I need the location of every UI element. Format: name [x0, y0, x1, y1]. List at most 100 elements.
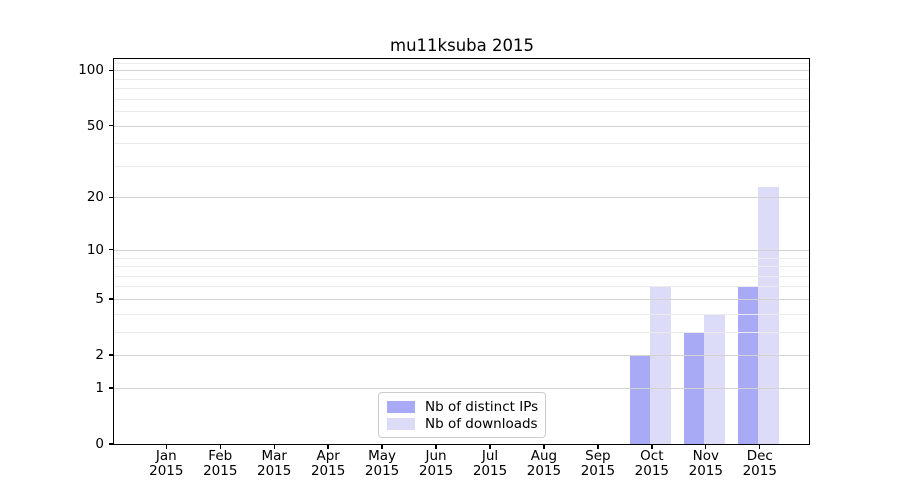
x-tick-month: Nov [692, 448, 719, 464]
grid-line-minor [114, 286, 809, 288]
x-tick-month: Apr [316, 448, 340, 464]
bar-downloads-nov [704, 313, 725, 444]
plot-area: Nb of distinct IPs Nb of downloads [113, 58, 810, 445]
grid-line-major [114, 125, 809, 127]
legend-label-downloads: Nb of downloads [425, 415, 538, 432]
grid-line-minor [114, 78, 809, 80]
y-tick-mark [109, 196, 114, 199]
x-tick-mark [597, 445, 599, 449]
x-tick-mark [435, 445, 437, 449]
x-tick-mark [489, 445, 491, 449]
legend-item-distinct-ips: Nb of distinct IPs [387, 398, 539, 415]
x-axis-tick-label: Oct 2015 [612, 449, 692, 478]
x-tick-mark [651, 445, 653, 449]
legend-swatch-distinct-ips [387, 400, 415, 413]
grid-line-minor [114, 257, 809, 259]
bar-distinct-ips-nov [683, 331, 705, 444]
y-axis-tick-label: 50 [86, 117, 104, 134]
x-tick-mark [273, 445, 275, 449]
x-axis-tick-label: Nov 2015 [666, 449, 746, 478]
x-axis-tick-label: Aug 2015 [504, 449, 584, 478]
x-tick-year: 2015 [203, 462, 238, 479]
y-axis-tick-label: 100 [78, 62, 104, 79]
x-axis-tick-label: May 2015 [342, 449, 422, 478]
x-tick-mark [759, 445, 761, 449]
x-tick-month: Jul [481, 448, 499, 464]
grid-line-major [114, 70, 809, 72]
x-axis-tick-label: Jun 2015 [396, 449, 476, 478]
y-tick-mark [109, 124, 114, 127]
x-tick-year: 2015 [257, 462, 292, 479]
bar-downloads-dec [758, 186, 779, 444]
chart-title: mu11ksuba 2015 [390, 36, 534, 55]
grid-line-major [114, 197, 809, 199]
y-tick-mark [109, 387, 114, 389]
y-axis-tick-label: 1 [95, 379, 104, 396]
legend-swatch-downloads [387, 417, 415, 430]
x-axis-tick-label: Jan 2015 [126, 449, 206, 478]
x-tick-month: Aug [530, 448, 558, 464]
grid-line-minor [114, 331, 809, 333]
grid-line-minor [114, 62, 809, 64]
x-axis-tick-label: Dec 2015 [720, 449, 800, 478]
grid-line-minor [114, 165, 809, 167]
y-tick-mark [109, 298, 114, 300]
grid-line-minor [114, 143, 809, 145]
x-axis-tick-label: Sep 2015 [558, 449, 638, 478]
y-tick-mark [109, 69, 114, 71]
y-axis-tick-label: 20 [86, 189, 104, 206]
y-axis-tick-label: 0 [95, 436, 104, 452]
x-tick-mark [705, 445, 707, 449]
grid-line-minor [114, 88, 809, 90]
grid-line-major [114, 249, 809, 251]
x-tick-month: Feb [208, 448, 233, 464]
legend-item-downloads: Nb of downloads [387, 415, 538, 432]
bar-distinct-ips-dec [737, 286, 759, 444]
x-tick-month: Dec [746, 448, 773, 464]
x-tick-month: Jun [425, 448, 447, 464]
x-tick-mark [165, 445, 167, 449]
x-tick-mark [381, 445, 383, 449]
x-tick-year: 2015 [310, 462, 346, 479]
x-axis-tick-label: Jul 2015 [450, 449, 530, 478]
x-tick-year: 2015 [364, 462, 400, 479]
x-tick-year: 2015 [418, 462, 454, 479]
grid-line-major [114, 387, 809, 389]
x-tick-month: Mar [261, 448, 287, 464]
y-tick-mark [109, 443, 114, 445]
x-axis-tick-label: Mar 2015 [234, 449, 314, 478]
x-tick-mark [543, 445, 545, 449]
x-tick-year: 2015 [742, 462, 777, 479]
x-tick-year: 2015 [526, 462, 562, 479]
y-tick-mark [109, 354, 114, 356]
x-tick-month: Oct [640, 448, 664, 464]
grid-line-minor [114, 98, 809, 100]
x-tick-year: 2015 [149, 462, 184, 479]
grid-line-minor [114, 275, 809, 277]
x-tick-year: 2015 [472, 462, 508, 479]
x-tick-month: Sep [585, 448, 611, 464]
grid-line-major [114, 355, 809, 357]
legend-label-distinct-ips: Nb of distinct IPs [425, 398, 539, 415]
x-axis-tick-label: Apr 2015 [288, 449, 368, 478]
x-axis-tick-label: Feb 2015 [180, 449, 260, 478]
y-axis-tick-label: 10 [86, 241, 104, 258]
x-tick-mark [327, 445, 329, 449]
y-axis-tick-label: 5 [95, 290, 104, 307]
x-tick-year: 2015 [634, 462, 670, 479]
y-tick-mark [109, 249, 114, 251]
y-axis-tick-label: 2 [95, 347, 104, 364]
x-tick-mark [219, 445, 221, 449]
legend: Nb of distinct IPs Nb of downloads [378, 392, 546, 438]
bar-downloads-oct [650, 286, 671, 444]
grid-line-minor [114, 313, 809, 315]
x-tick-month: May [368, 448, 397, 464]
x-tick-year: 2015 [580, 462, 616, 479]
x-tick-year: 2015 [688, 462, 723, 479]
bar-distinct-ips-oct [629, 355, 651, 444]
grid-line-minor [114, 111, 809, 113]
grid-line-major [114, 298, 809, 300]
x-tick-month: Jan [155, 448, 177, 464]
grid-line-minor [114, 266, 809, 268]
